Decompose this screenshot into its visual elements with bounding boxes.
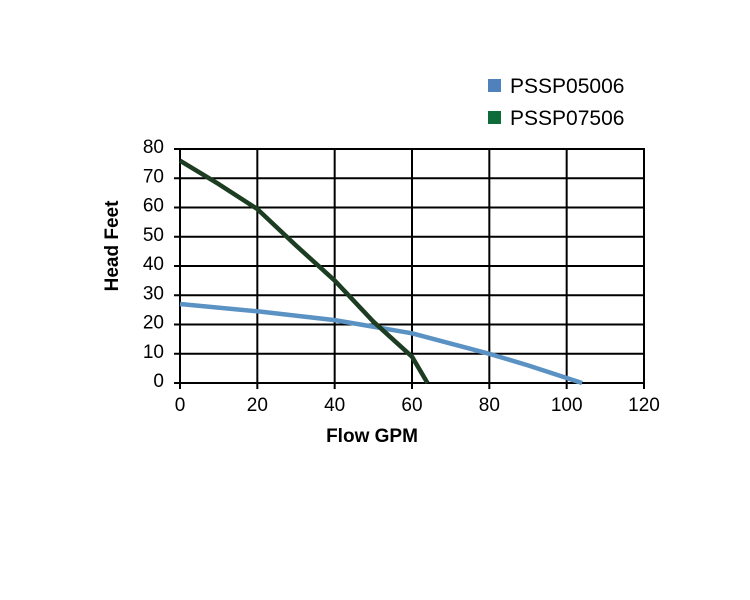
y-tick-label: 60 [143, 196, 164, 217]
y-tick-label: 0 [153, 371, 164, 392]
series-line-pssp07506 [178, 158, 430, 385]
x-tick-label: 40 [324, 395, 345, 416]
legend: PSSP05006 PSSP07506 [488, 75, 624, 130]
x-tick-labels: 0 20 40 60 80 100 120 [175, 395, 660, 416]
y-tick-label: 30 [143, 283, 164, 304]
y-tick-label: 10 [143, 342, 164, 363]
x-tick-label: 120 [628, 395, 660, 416]
grid-lines [174, 148, 645, 389]
x-tick-label: 0 [175, 395, 186, 416]
plot-frame [179, 148, 645, 384]
y-axis-title: Head Feet [102, 200, 123, 291]
y-tick-label: 20 [143, 313, 164, 334]
y-tick-label: 70 [143, 166, 164, 187]
x-tick-label: 60 [401, 395, 422, 416]
legend-label: PSSP07506 [510, 107, 624, 130]
x-tick-label: 80 [479, 395, 500, 416]
y-tick-label: 80 [143, 137, 164, 158]
x-tick-label: 100 [551, 395, 583, 416]
y-tick-label: 50 [143, 225, 164, 246]
legend-swatch [488, 111, 501, 124]
legend-label: PSSP05006 [510, 75, 624, 98]
x-tick-label: 20 [247, 395, 268, 416]
legend-swatch [488, 79, 501, 92]
series-layer [178, 158, 583, 386]
y-tick-labels: 0 10 20 30 40 50 60 70 80 [143, 137, 164, 392]
x-axis-title: Flow GPM [326, 426, 418, 447]
y-tick-label: 40 [143, 254, 164, 275]
series-line-pssp05006 [179, 301, 583, 386]
